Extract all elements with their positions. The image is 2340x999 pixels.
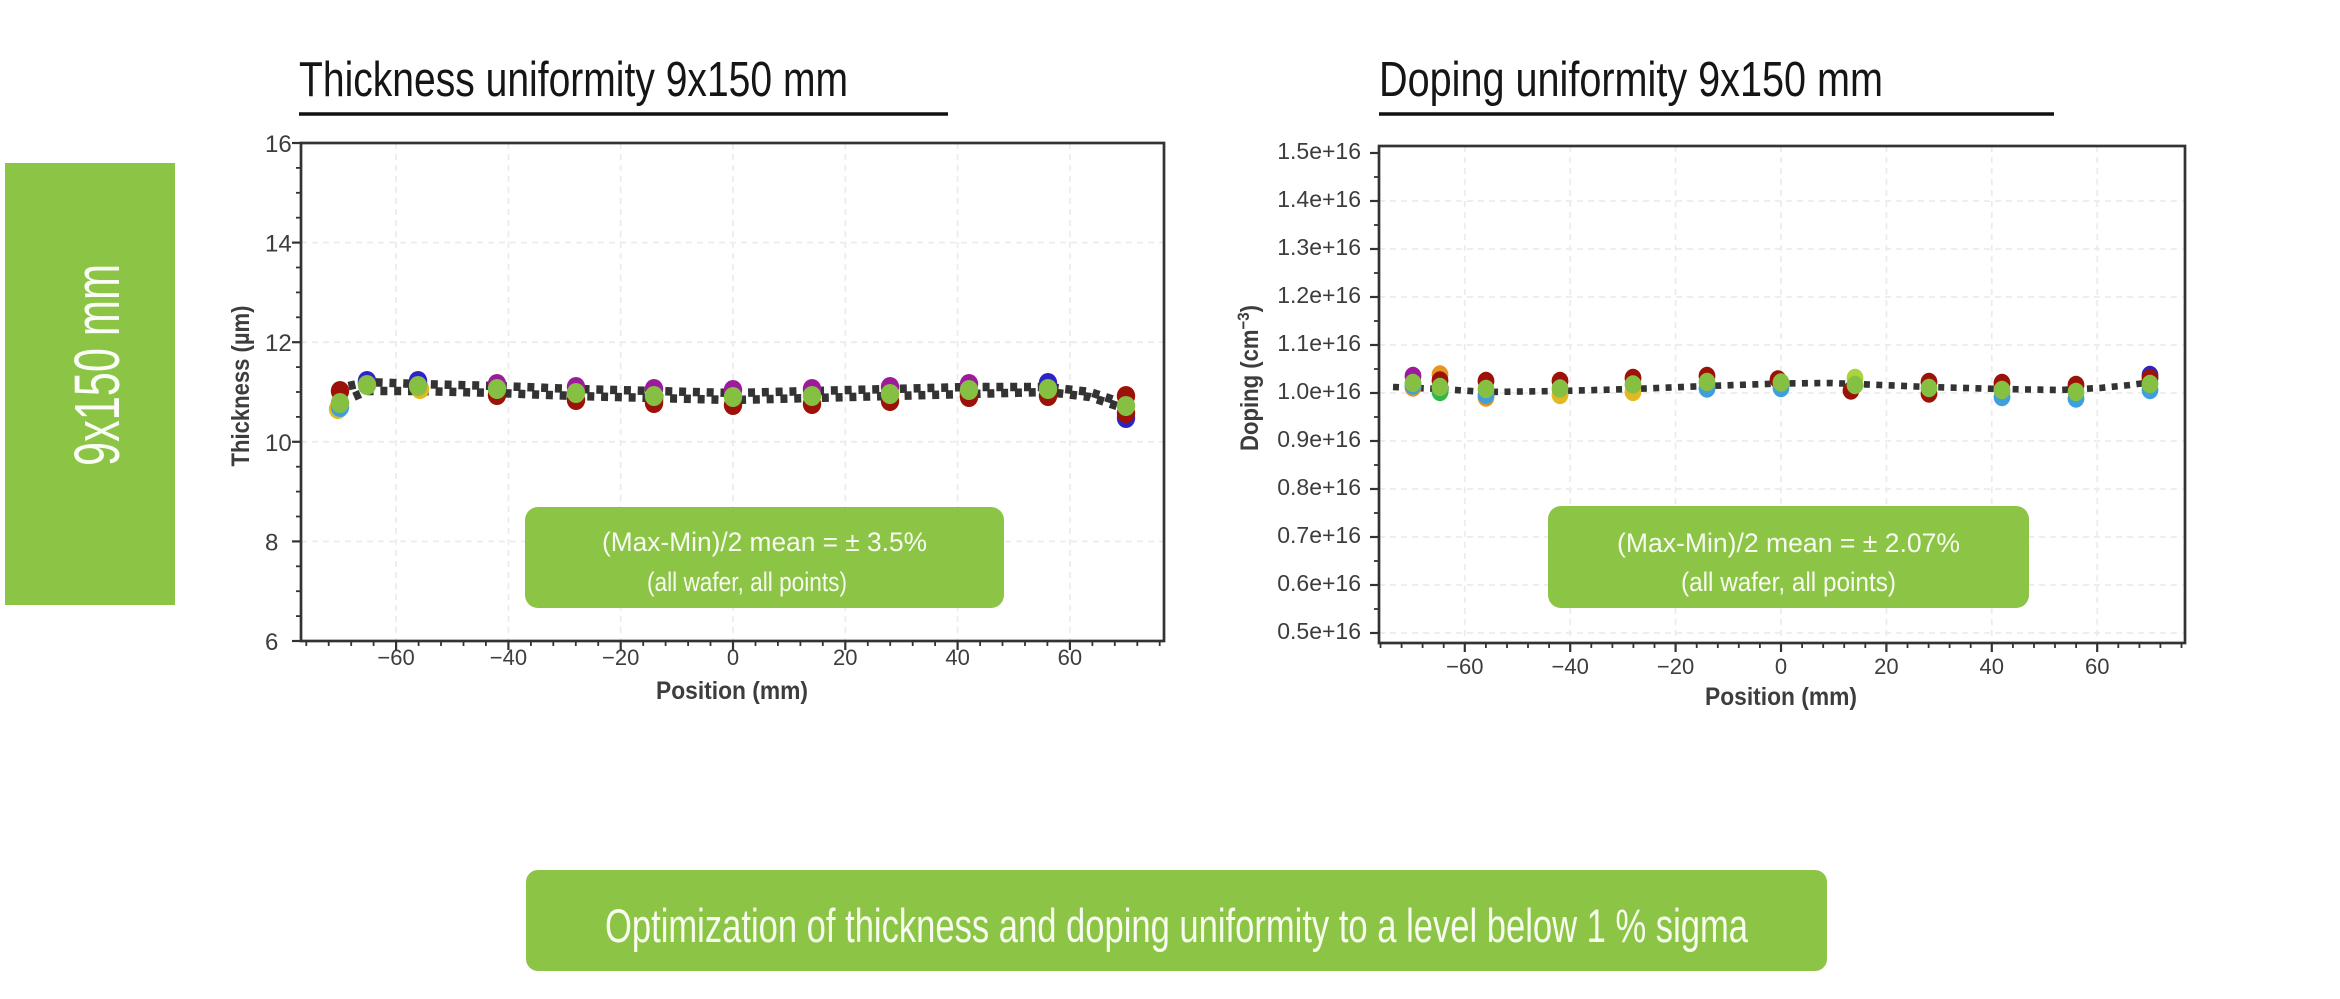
svg-text:0.7e+16: 0.7e+16	[1277, 522, 1361, 548]
svg-text:6: 6	[265, 629, 278, 656]
svg-text:1.2e+16: 1.2e+16	[1277, 282, 1361, 308]
svg-text:40: 40	[1980, 654, 2004, 679]
svg-text:Optimization of thickness and: Optimization of thickness and doping uni…	[605, 899, 1749, 952]
svg-text:Position (mm): Position (mm)	[1705, 683, 1857, 711]
svg-text:Position (mm): Position (mm)	[656, 677, 808, 705]
svg-text:1.5e+16: 1.5e+16	[1277, 138, 1361, 164]
svg-text:20: 20	[833, 645, 857, 670]
svg-text:−40: −40	[1552, 654, 1589, 679]
svg-text:(Max-Min)/2 mean = ± 2.07%: (Max-Min)/2 mean = ± 2.07%	[1617, 528, 1960, 558]
svg-text:60: 60	[1058, 645, 1082, 670]
svg-text:20: 20	[1874, 654, 1898, 679]
svg-text:Thickness uniformity 9x150 mm: Thickness uniformity 9x150 mm	[299, 53, 848, 107]
svg-text:−60: −60	[377, 645, 414, 670]
svg-text:12: 12	[265, 330, 292, 357]
svg-text:1.0e+16: 1.0e+16	[1277, 378, 1361, 404]
svg-text:16: 16	[265, 131, 292, 158]
svg-text:−20: −20	[602, 645, 639, 670]
svg-text:60: 60	[2085, 654, 2109, 679]
svg-text:Doping uniformity 9x150 mm: Doping uniformity 9x150 mm	[1379, 53, 1883, 107]
svg-text:40: 40	[945, 645, 969, 670]
svg-text:−20: −20	[1657, 654, 1694, 679]
svg-text:0.8e+16: 0.8e+16	[1277, 474, 1361, 500]
svg-text:1.1e+16: 1.1e+16	[1277, 330, 1361, 356]
svg-text:(Max-Min)/2 mean = ± 3.5%: (Max-Min)/2 mean = ± 3.5%	[602, 527, 927, 557]
svg-text:10: 10	[265, 430, 292, 457]
svg-text:14: 14	[265, 231, 292, 258]
svg-text:9x150 mm: 9x150 mm	[61, 264, 133, 466]
svg-text:−40: −40	[490, 645, 527, 670]
svg-text:0: 0	[1775, 654, 1787, 679]
svg-text:(all wafer, all points): (all wafer, all points)	[1681, 567, 1896, 597]
svg-text:−60: −60	[1446, 654, 1483, 679]
svg-text:0: 0	[727, 645, 739, 670]
svg-text:0.9e+16: 0.9e+16	[1277, 426, 1361, 452]
svg-text:Thickness (µm): Thickness (µm)	[227, 306, 255, 467]
svg-text:1.3e+16: 1.3e+16	[1277, 234, 1361, 260]
svg-text:(all wafer, all points): (all wafer, all points)	[647, 567, 847, 597]
svg-text:0.5e+16: 0.5e+16	[1277, 618, 1361, 644]
svg-text:8: 8	[265, 529, 278, 556]
svg-text:1.4e+16: 1.4e+16	[1277, 186, 1361, 212]
svg-text:0.6e+16: 0.6e+16	[1277, 570, 1361, 596]
